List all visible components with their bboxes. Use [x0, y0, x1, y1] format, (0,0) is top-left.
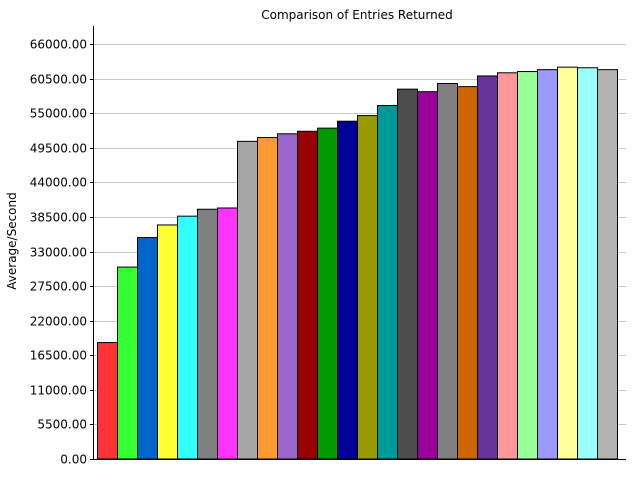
bar: [117, 266, 138, 460]
y-axis-ticks: 0.00 5500.00 11000.00 16500.00 22000.00 27500…: [30, 38, 94, 467]
y-tick-label: 11000.00: [30, 384, 87, 398]
y-tick-label: 44000.00: [30, 176, 87, 190]
y-axis-label: Average/Second: [5, 192, 19, 289]
y-tick-label: 27500.00: [30, 280, 87, 294]
bar: [397, 88, 418, 460]
bar: [137, 237, 158, 460]
bar: [277, 133, 298, 460]
bar: [337, 120, 358, 460]
bar: [97, 342, 118, 460]
bar: [157, 224, 178, 460]
y-tick-label: 0.00: [60, 453, 87, 467]
y-tick-label: 5500.00: [37, 418, 87, 432]
bar: [297, 130, 318, 460]
bar: [517, 71, 538, 460]
y-tick-label: 33000.00: [30, 246, 87, 260]
y-tick-label: 22000.00: [30, 315, 87, 329]
y-tick-label: 55000.00: [30, 107, 87, 121]
bar: [257, 137, 278, 460]
bar: [537, 69, 558, 460]
bar: [237, 140, 258, 460]
bar: [377, 104, 398, 460]
bar: [497, 72, 518, 460]
bar: [357, 115, 378, 460]
y-tick-label: 66000.00: [30, 38, 87, 52]
bar: [577, 67, 598, 460]
y-tick-label: 16500.00: [30, 349, 87, 363]
y-tick-label: 38500.00: [30, 211, 87, 225]
bar: [597, 69, 618, 460]
bar: [557, 66, 578, 460]
bar: [417, 91, 438, 460]
bar: [477, 75, 498, 460]
bar: [217, 207, 238, 460]
y-tick-label: 49500.00: [30, 142, 87, 156]
bar: [177, 215, 198, 460]
bar: [317, 127, 338, 460]
bar: [457, 86, 478, 460]
y-tick-label: 60500.00: [30, 73, 87, 87]
bars: [97, 66, 618, 460]
bar: [437, 82, 458, 460]
bar: [197, 208, 218, 460]
chart-title: Comparison of Entries Returned: [261, 8, 452, 22]
